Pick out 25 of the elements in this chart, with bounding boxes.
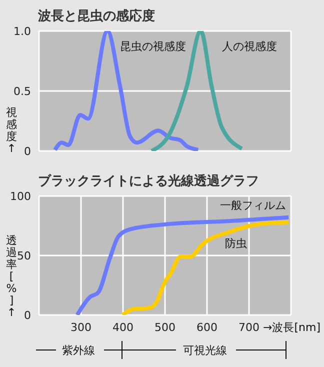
y-axis-title: 視感度↑ bbox=[5, 106, 18, 155]
series-label: 人の視感度 bbox=[222, 40, 277, 53]
y-axis-title: 透過率[%]↑ bbox=[5, 234, 18, 319]
x-tick-label: 500 bbox=[154, 320, 176, 334]
x-axis-title: →波長[nm] bbox=[263, 320, 320, 335]
x-tick-label: 300 bbox=[70, 320, 92, 334]
x-tick-label: 400 bbox=[112, 320, 134, 334]
text: 可視光線 bbox=[183, 343, 227, 358]
y-tick-label: 100 bbox=[10, 190, 31, 203]
y-tick-label: 1.0 bbox=[14, 24, 31, 38]
x-tick-label: 700 bbox=[238, 320, 260, 334]
line-series bbox=[75, 215, 290, 315]
line-series bbox=[120, 220, 290, 315]
x-tick-label: 600 bbox=[196, 320, 218, 334]
text: 紫外線 bbox=[62, 343, 95, 358]
chart-title: ブラックライトによる光線透過グラフ bbox=[38, 172, 259, 190]
series-label: 防虫 bbox=[225, 237, 247, 250]
series-label: 一般フィルム bbox=[220, 199, 286, 212]
y-tick-label: 50 bbox=[17, 249, 31, 262]
y-tick-label: 0.5 bbox=[14, 84, 31, 98]
line-series bbox=[52, 31, 200, 151]
y-tick-label: 0 bbox=[24, 308, 31, 322]
chart-title: 波長と昆虫の感応度 bbox=[38, 8, 155, 25]
series-label: 昆虫の視感度 bbox=[120, 40, 186, 53]
y-tick-label: 0 bbox=[24, 144, 31, 158]
